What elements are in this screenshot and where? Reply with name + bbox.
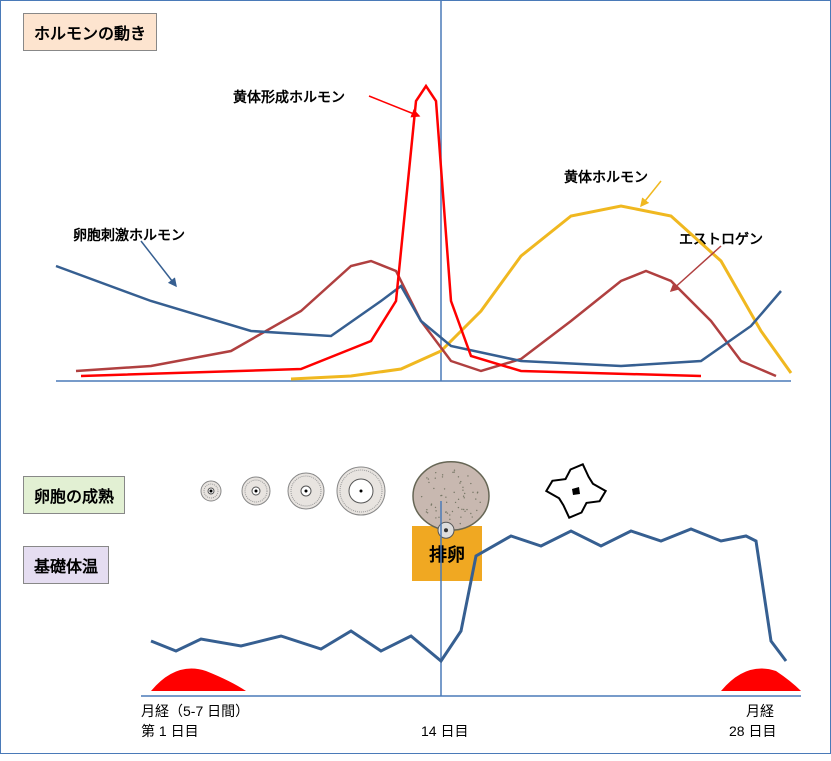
lh-curve	[81, 86, 701, 376]
lh-arrow	[369, 96, 419, 116]
fsh-arrow	[141, 241, 176, 286]
progesterone-curve	[291, 206, 791, 379]
estr-arrow	[671, 246, 721, 291]
hormone-chart	[1, 1, 831, 401]
menses2-shape	[721, 669, 801, 692]
prog-arrow	[641, 181, 661, 206]
bbt-curve	[151, 529, 786, 661]
bbt-chart	[1, 501, 831, 761]
diagram-container: ホルモンの動き 卵胞の成熟 基礎体温 黄体形成ホルモン 黄体ホルモン 卵胞刺激ホ…	[0, 0, 831, 754]
menses1-shape	[151, 669, 246, 692]
